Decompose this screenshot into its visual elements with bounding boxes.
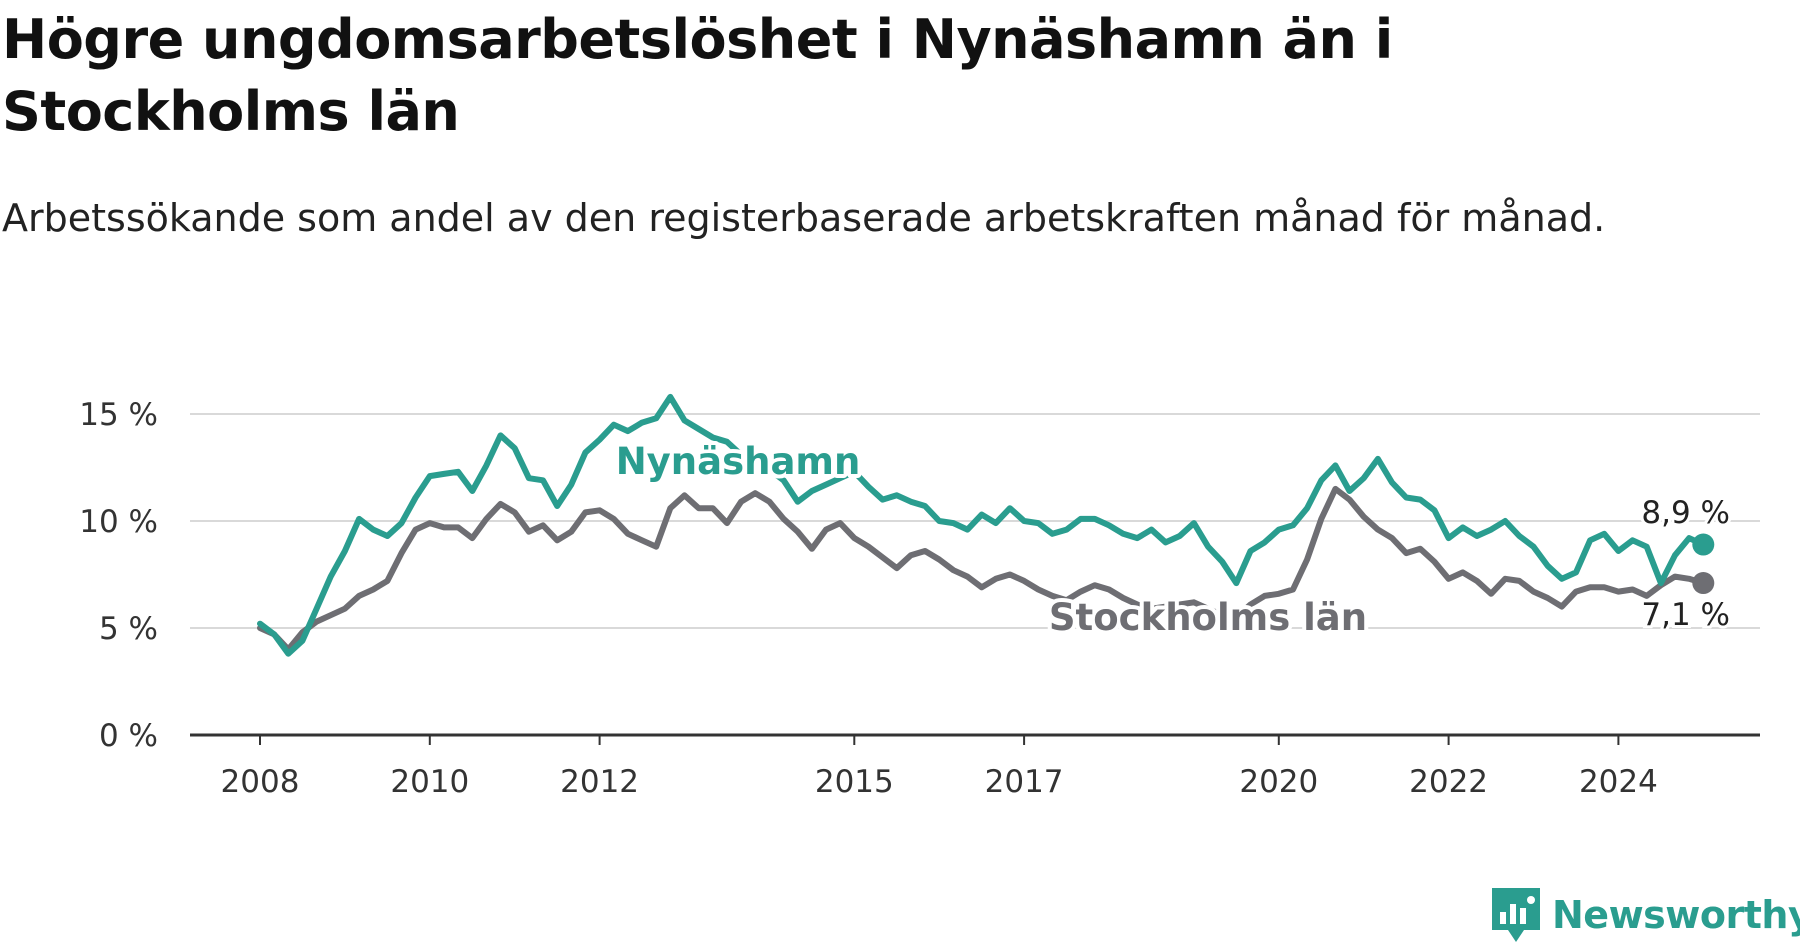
series-line	[257, 393, 1707, 657]
series-line	[257, 485, 1707, 653]
series-label: Nynäshamn	[616, 440, 861, 483]
end-value-label: 8,9 %	[1641, 495, 1730, 531]
y-tick-label: 5 %	[99, 611, 158, 647]
x-tick-label: 2024	[1579, 764, 1658, 800]
series-end-dot	[1692, 533, 1715, 556]
series-labels: Nynäshamn Stockholms län 8,9 % 7,1 %	[612, 436, 1733, 643]
x-tick-label: 2010	[390, 764, 469, 800]
x-tick-label: 2020	[1239, 764, 1318, 800]
chart-subtitle: Arbetssökande som andel av den registerb…	[2, 196, 1606, 240]
brand-name: Newsworthy	[1552, 893, 1800, 937]
y-tick-label: 0 %	[99, 718, 158, 754]
x-tick-label: 2012	[560, 764, 639, 800]
series-label: Stockholms län	[1049, 596, 1367, 639]
x-tick-label: 2015	[815, 764, 894, 800]
newsworthy-brand: Newsworthy	[1490, 885, 1800, 945]
y-tick-label: 10 %	[79, 504, 158, 540]
x-axis-ticks: 2008 2010 2012 2015 2017 2020 2022 2024	[221, 735, 1658, 800]
series-end-dot	[1692, 572, 1715, 595]
x-tick-label: 2017	[985, 764, 1064, 800]
line-chart: 0 %5 %10 %15 % 2008 2010 2012 2015 2017 2020 2…	[79, 393, 1760, 800]
x-tick-label: 2022	[1409, 764, 1488, 800]
x-tick-label: 2008	[221, 764, 300, 800]
series-lines	[257, 393, 1715, 657]
y-axis-ticks: 0 % 5 % 10 % 15 %	[79, 397, 158, 754]
grid-lines	[190, 413, 1760, 737]
y-tick-label: 15 %	[79, 397, 158, 433]
end-value-label: 7,1 %	[1641, 597, 1730, 633]
newsworthy-logo-icon	[1492, 888, 1540, 942]
chart-title: Högre ungdomsarbetslöshet i Nynäshamn än…	[2, 8, 1393, 143]
